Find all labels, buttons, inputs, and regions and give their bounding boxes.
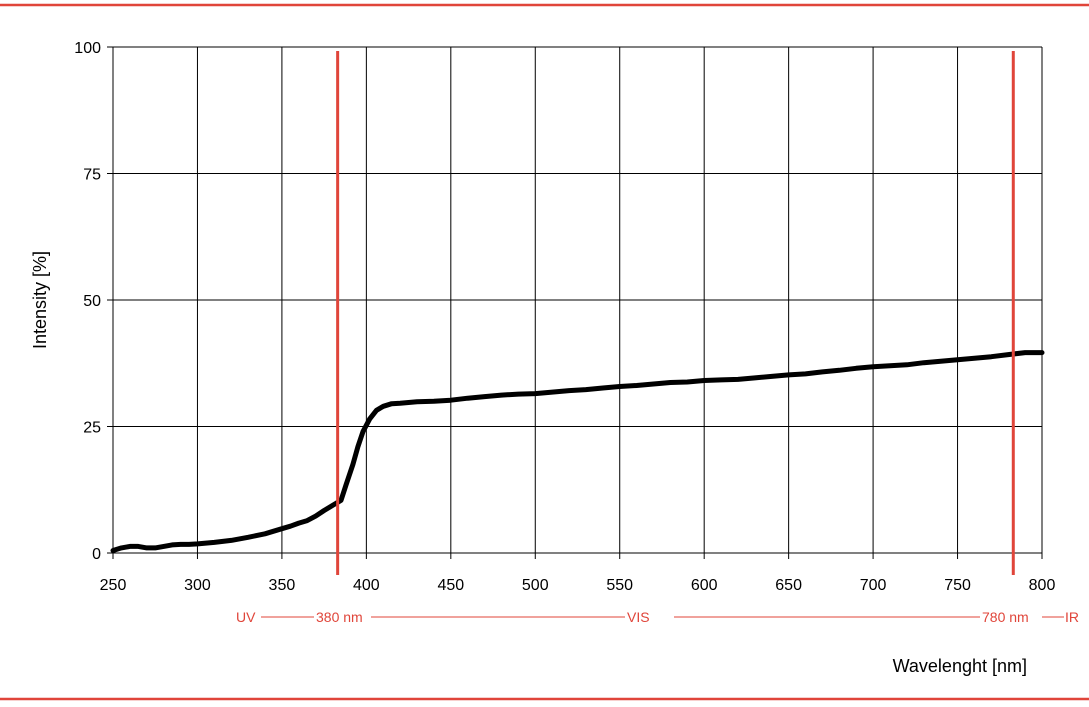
y-axis-label: Intensity [%]	[30, 251, 50, 349]
marker-layer	[336, 51, 1015, 575]
y-tick-label: 100	[74, 40, 101, 57]
x-tick-label: 750	[944, 577, 971, 594]
x-tick-label: 300	[184, 577, 211, 594]
x-tick-label: 650	[775, 577, 802, 594]
band-label-780nm: 780 nm	[982, 609, 1029, 625]
x-tick-label: 550	[606, 577, 633, 594]
y-tick-label: 0	[92, 546, 101, 563]
x-axis-label: Wavelenght [nm]	[893, 656, 1027, 676]
series-line	[110, 350, 1045, 553]
band-label-vis: VIS	[627, 609, 650, 625]
spectral-band-row: UV 380 nm VIS 780 nm IR	[236, 609, 1079, 625]
x-tick-label: 700	[860, 577, 887, 594]
x-tick-label: 400	[353, 577, 380, 594]
x-tick-label: 250	[100, 577, 127, 594]
x-tick-label: 600	[691, 577, 718, 594]
series-layer	[110, 350, 1045, 553]
band-label-ir: IR	[1065, 609, 1079, 625]
y-tick-label: 75	[83, 167, 101, 184]
grid	[107, 46, 1043, 559]
x-tick-label: 800	[1029, 577, 1056, 594]
y-tick-label: 50	[83, 293, 101, 310]
tick-labels: 250 300 350 400 450 500 550 600 650 700 750 800 0 25 5…	[74, 40, 1055, 594]
x-tick-label: 350	[269, 577, 296, 594]
x-tick-label: 450	[437, 577, 464, 594]
x-tick-label: 500	[522, 577, 549, 594]
band-label-uv: UV	[236, 609, 256, 625]
y-tick-label: 25	[83, 420, 101, 437]
band-label-380nm: 380 nm	[316, 609, 363, 625]
